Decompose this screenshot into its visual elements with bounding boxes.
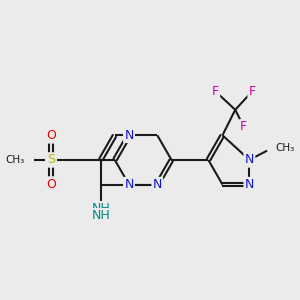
Text: N: N <box>124 178 134 191</box>
Text: CH₃: CH₃ <box>275 143 294 153</box>
Text: F: F <box>249 85 256 98</box>
Text: N: N <box>245 178 254 191</box>
Text: O: O <box>46 178 56 190</box>
Text: NH: NH <box>91 209 110 222</box>
Text: N: N <box>245 153 254 167</box>
Text: N: N <box>153 178 162 191</box>
Text: CH₃: CH₃ <box>6 155 25 165</box>
Text: O: O <box>46 129 56 142</box>
Text: F: F <box>212 85 219 98</box>
Text: S: S <box>47 153 55 167</box>
Text: F: F <box>240 120 247 133</box>
Text: N: N <box>124 129 134 142</box>
Text: NH: NH <box>91 202 110 215</box>
